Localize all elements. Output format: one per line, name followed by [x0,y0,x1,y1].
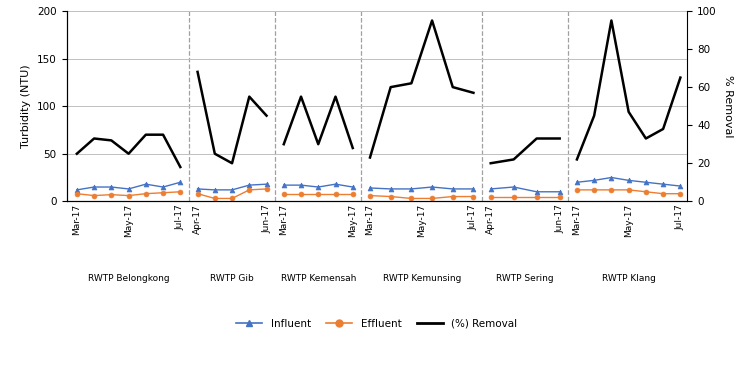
Text: RWTP Kemensah: RWTP Kemensah [281,273,356,283]
Y-axis label: % Removal: % Removal [723,75,733,137]
Text: RWTP Klang: RWTP Klang [602,273,655,283]
Text: RWTP Gib: RWTP Gib [210,273,254,283]
Text: RWTP Kemunsing: RWTP Kemunsing [383,273,461,283]
Y-axis label: Turbidity (NTU): Turbidity (NTU) [21,64,32,148]
Legend: Influent, Effluent, (%) Removal: Influent, Effluent, (%) Removal [232,315,522,333]
Text: RWTP Sering: RWTP Sering [497,273,554,283]
Text: RWTP Belongkong: RWTP Belongkong [88,273,169,283]
